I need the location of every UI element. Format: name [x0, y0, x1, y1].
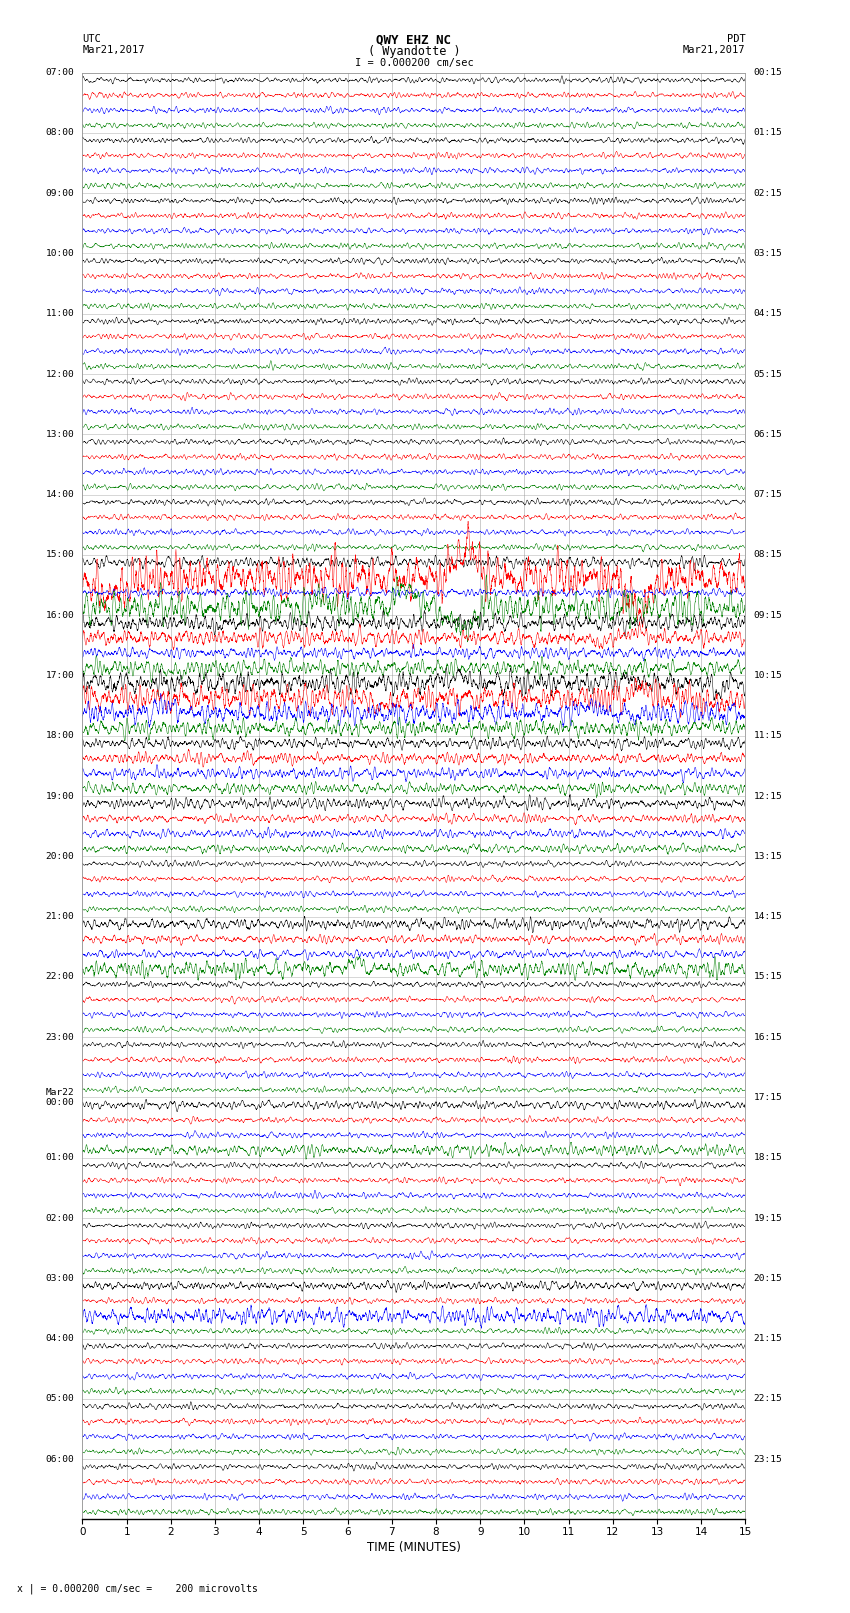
Text: UTC: UTC	[82, 34, 101, 44]
Text: Mar22
00:00: Mar22 00:00	[46, 1087, 75, 1107]
Text: 03:15: 03:15	[753, 248, 782, 258]
Text: 14:15: 14:15	[753, 911, 782, 921]
Text: 04:00: 04:00	[46, 1334, 75, 1344]
X-axis label: TIME (MINUTES): TIME (MINUTES)	[367, 1542, 461, 1555]
Text: 04:15: 04:15	[753, 310, 782, 318]
Text: 08:15: 08:15	[753, 550, 782, 560]
Text: 08:00: 08:00	[46, 129, 75, 137]
Text: ( Wyandotte ): ( Wyandotte )	[368, 45, 460, 58]
Text: 07:00: 07:00	[46, 68, 75, 77]
Text: 06:00: 06:00	[46, 1455, 75, 1463]
Text: 12:15: 12:15	[753, 792, 782, 800]
Text: Mar21,2017: Mar21,2017	[683, 45, 745, 55]
Text: Mar21,2017: Mar21,2017	[82, 45, 145, 55]
Text: 01:00: 01:00	[46, 1153, 75, 1163]
Text: 18:00: 18:00	[46, 731, 75, 740]
Text: 11:15: 11:15	[753, 731, 782, 740]
Text: 07:15: 07:15	[753, 490, 782, 498]
Text: 05:15: 05:15	[753, 369, 782, 379]
Text: 00:15: 00:15	[753, 68, 782, 77]
Text: 14:00: 14:00	[46, 490, 75, 498]
Text: 19:15: 19:15	[753, 1213, 782, 1223]
Text: 21:00: 21:00	[46, 911, 75, 921]
Text: 10:00: 10:00	[46, 248, 75, 258]
Text: 02:00: 02:00	[46, 1213, 75, 1223]
Text: QWY EHZ NC: QWY EHZ NC	[377, 34, 451, 47]
Text: 01:15: 01:15	[753, 129, 782, 137]
Text: I = 0.000200 cm/sec: I = 0.000200 cm/sec	[354, 58, 473, 68]
Text: 10:15: 10:15	[753, 671, 782, 681]
Text: 18:15: 18:15	[753, 1153, 782, 1163]
Text: 09:15: 09:15	[753, 611, 782, 619]
Text: 22:15: 22:15	[753, 1394, 782, 1403]
Text: 06:15: 06:15	[753, 429, 782, 439]
Text: 17:00: 17:00	[46, 671, 75, 681]
Text: 02:15: 02:15	[753, 189, 782, 198]
Text: 15:15: 15:15	[753, 973, 782, 981]
Text: 11:00: 11:00	[46, 310, 75, 318]
Text: 21:15: 21:15	[753, 1334, 782, 1344]
Text: 16:00: 16:00	[46, 611, 75, 619]
Text: 23:00: 23:00	[46, 1032, 75, 1042]
Text: 12:00: 12:00	[46, 369, 75, 379]
Text: 15:00: 15:00	[46, 550, 75, 560]
Text: x | = 0.000200 cm/sec =    200 microvolts: x | = 0.000200 cm/sec = 200 microvolts	[17, 1582, 258, 1594]
Text: 05:00: 05:00	[46, 1394, 75, 1403]
Text: 13:15: 13:15	[753, 852, 782, 861]
Text: 13:00: 13:00	[46, 429, 75, 439]
Text: PDT: PDT	[727, 34, 745, 44]
Text: 03:00: 03:00	[46, 1274, 75, 1282]
Text: 17:15: 17:15	[753, 1094, 782, 1102]
Text: 20:00: 20:00	[46, 852, 75, 861]
Text: 22:00: 22:00	[46, 973, 75, 981]
Text: 23:15: 23:15	[753, 1455, 782, 1463]
Text: 09:00: 09:00	[46, 189, 75, 198]
Text: 16:15: 16:15	[753, 1032, 782, 1042]
Text: 20:15: 20:15	[753, 1274, 782, 1282]
Text: 19:00: 19:00	[46, 792, 75, 800]
